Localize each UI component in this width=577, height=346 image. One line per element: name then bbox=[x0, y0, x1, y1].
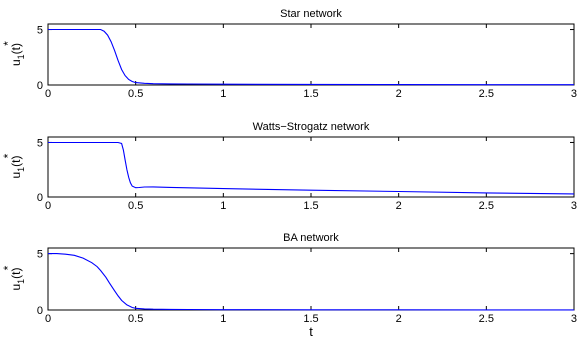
x-tick-label: 0 bbox=[45, 313, 51, 325]
y-axis-label-subscript: 1 bbox=[16, 279, 26, 284]
y-axis-label-suffix: (t) bbox=[9, 267, 23, 278]
x-tick-label: 0 bbox=[45, 88, 51, 100]
chart-title: Star network bbox=[280, 8, 342, 20]
x-tick-label: 1.5 bbox=[303, 200, 318, 212]
y-axis-label-superscript: * bbox=[1, 265, 15, 270]
x-tick-label: 2 bbox=[396, 200, 402, 212]
y-tick-label: 0 bbox=[37, 80, 43, 92]
x-tick-label: 2.5 bbox=[479, 313, 494, 325]
plot-frame bbox=[47, 23, 575, 86]
x-tick-label: 3 bbox=[571, 313, 577, 325]
x-tick-label: 2 bbox=[396, 313, 402, 325]
y-axis-label: u1(t) bbox=[9, 155, 26, 178]
y-tick-label: 0 bbox=[37, 305, 43, 317]
x-tick-label: 1.5 bbox=[303, 88, 318, 100]
y-axis-label: u1(t) bbox=[9, 43, 26, 66]
x-tick-label: 0.5 bbox=[128, 88, 143, 100]
x-tick-label: 0 bbox=[45, 200, 51, 212]
y-tick-label: 5 bbox=[37, 249, 43, 261]
chart-title: Watts−Strogatz network bbox=[253, 121, 370, 133]
series-line bbox=[48, 253, 574, 311]
x-tick-label: 0.5 bbox=[128, 313, 143, 325]
y-axis-label: u1(t) bbox=[9, 267, 26, 290]
y-axis-label-base: u bbox=[9, 284, 23, 291]
plot-frame bbox=[47, 247, 575, 311]
y-axis-label-subscript: 1 bbox=[16, 54, 26, 59]
series-line bbox=[48, 28, 574, 86]
x-axis-label: t bbox=[309, 324, 313, 339]
y-tick-label: 0 bbox=[37, 192, 43, 204]
x-tick-label: 1 bbox=[220, 313, 226, 325]
series-line bbox=[48, 141, 575, 195]
y-tick-label: 5 bbox=[37, 137, 43, 149]
y-axis-label-base: u bbox=[9, 172, 23, 179]
y-axis-label-superscript: * bbox=[1, 153, 15, 158]
y-axis-label-superscript: * bbox=[1, 41, 15, 46]
y-axis-label-suffix: (t) bbox=[9, 43, 23, 54]
y-axis-label-suffix: (t) bbox=[9, 155, 23, 166]
x-tick-label: 1 bbox=[220, 200, 226, 212]
x-tick-label: 3 bbox=[571, 200, 577, 212]
y-axis-label-subscript: 1 bbox=[16, 167, 26, 172]
y-axis-label-base: u bbox=[9, 59, 23, 66]
x-tick-label: 0.5 bbox=[128, 200, 143, 212]
x-tick-label: 3 bbox=[571, 88, 577, 100]
y-tick-label: 5 bbox=[37, 25, 43, 37]
x-tick-label: 2.5 bbox=[479, 88, 494, 100]
chart-title: BA network bbox=[283, 232, 339, 244]
x-tick-label: 2.5 bbox=[479, 200, 494, 212]
x-tick-label: 1.5 bbox=[303, 313, 318, 325]
x-tick-label: 1 bbox=[220, 88, 226, 100]
x-tick-label: 2 bbox=[396, 88, 402, 100]
